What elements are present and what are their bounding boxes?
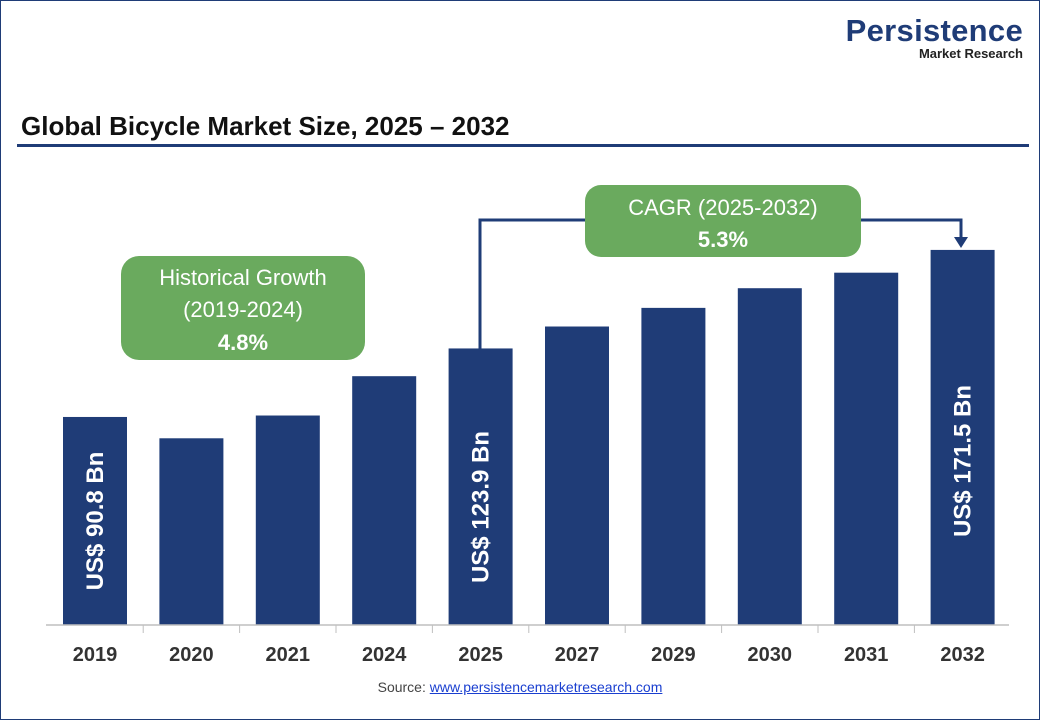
- x-tick-label: 2029: [651, 644, 696, 666]
- arrow-head-icon: [954, 237, 968, 248]
- source-label: Source:: [377, 679, 426, 695]
- logo-line2: Market Research: [918, 46, 1023, 61]
- title-divider: [17, 144, 1029, 147]
- historical-value: 4.8%: [218, 330, 268, 355]
- historical-line2: (2019-2024): [183, 297, 303, 322]
- x-tick-label: 2021: [266, 644, 311, 666]
- bar-2024: [352, 376, 417, 625]
- cagr-value: 5.3%: [698, 227, 748, 252]
- bar-2031: [834, 272, 899, 625]
- x-tick-label: 2030: [748, 644, 793, 666]
- data-label-2019: US$ 90.8 Bn: [82, 452, 109, 591]
- bar-2029: [641, 307, 706, 625]
- historical-callout: Historical Growth (2019-2024) 4.8%: [121, 256, 365, 360]
- cagr-line1: CAGR (2025-2032): [628, 195, 818, 220]
- bar-2025: [448, 348, 513, 625]
- bar-2021: [255, 415, 320, 625]
- x-tick-label: 2019: [73, 644, 118, 666]
- source-link[interactable]: www.persistencemarketresearch.com: [429, 679, 663, 695]
- x-tick-label: 2024: [362, 644, 407, 666]
- bar-2019: [63, 416, 127, 625]
- bar-2030: [737, 288, 802, 625]
- x-tick-label: 2020: [169, 644, 214, 666]
- x-tick-label: 2032: [940, 644, 985, 666]
- bar-2032: [930, 249, 995, 625]
- data-label-2025: US$ 123.9 Bn: [468, 431, 495, 583]
- historical-line1: Historical Growth: [159, 265, 326, 290]
- x-tick-label: 2025: [458, 644, 503, 666]
- logo: Persistence Market Research: [845, 13, 1023, 61]
- bar-2027: [545, 326, 609, 625]
- x-tick-label: 2027: [555, 644, 600, 666]
- chart-title: Global Bicycle Market Size, 2025 – 2032: [21, 111, 510, 141]
- x-tick-label: 2031: [844, 644, 889, 666]
- data-label-2032: US$ 171.5 Bn: [950, 385, 977, 537]
- source-note: Source: www.persistencemarketresearch.co…: [1, 679, 1039, 695]
- cagr-callout: CAGR (2025-2032) 5.3%: [585, 185, 861, 257]
- bar-2020: [159, 438, 224, 625]
- logo-line1: Persistence: [845, 13, 1023, 48]
